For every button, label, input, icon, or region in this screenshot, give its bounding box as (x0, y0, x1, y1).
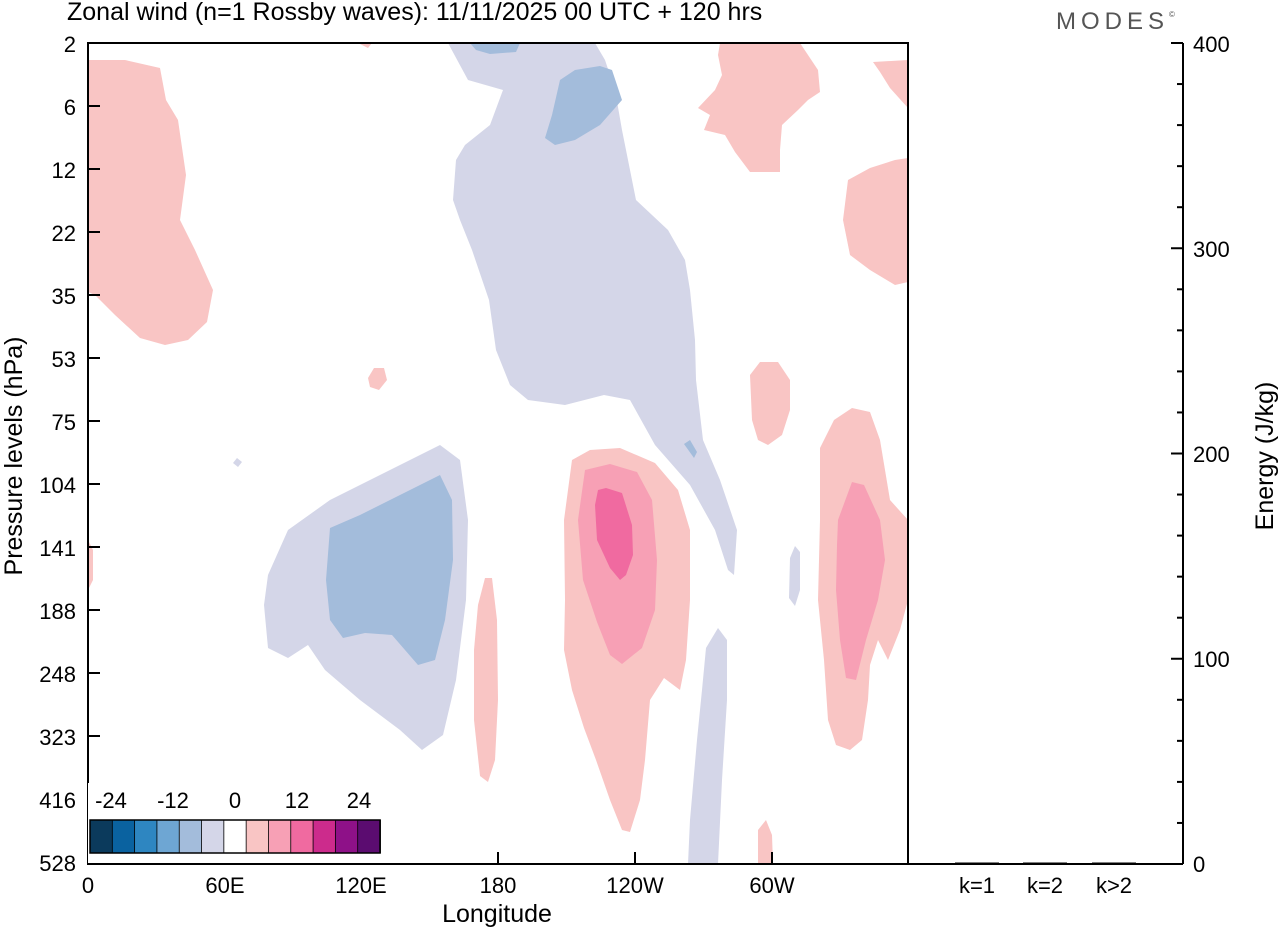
energy-panel: 0 100 200 300 400 Energy (J/kg) k=1 k=2 … (907, 32, 1279, 898)
y-tick-label: 528 (39, 851, 76, 876)
colorbar: -24 -12 0 12 24 (88, 783, 382, 863)
contour-positive-level1 (698, 43, 820, 172)
colorbar-label: -24 (95, 788, 127, 813)
logo-text: MODES (1056, 8, 1170, 35)
colorbar-swatch (134, 819, 158, 854)
contour-positive-level1 (88, 540, 93, 590)
contour-negative-level2 (470, 43, 520, 54)
logo-mark: © (1169, 10, 1175, 19)
colorbar-swatch (201, 819, 225, 854)
chart-title: Zonal wind (n=1 Rossby waves): 11/11/202… (67, 0, 763, 26)
contour-negative-level2 (684, 440, 697, 458)
energy-bar-k=2 (1023, 862, 1067, 864)
contour-field (88, 43, 908, 864)
category-label-kgt2: k>2 (1096, 873, 1132, 898)
energy-axis-label: Energy (J/kg) (1251, 382, 1279, 531)
y-tick-label: 323 (39, 725, 76, 750)
colorbar-swatch (268, 819, 292, 854)
contour-positive-level2 (836, 482, 885, 680)
y-tick-label: 22 (52, 221, 76, 246)
colorbar-swatch (111, 819, 136, 854)
contour-negative-level2 (326, 475, 453, 665)
energy-tick-label: 200 (1193, 442, 1230, 467)
colorbar-label: -12 (157, 788, 189, 813)
y-tick-label: 248 (39, 662, 76, 687)
energy-tick-marks (1171, 42, 1183, 865)
y-tick-label: 2 (64, 32, 76, 57)
y-axis-label: Pressure levels (hPa) (0, 337, 28, 576)
energy-axis-labels: 0 100 200 300 400 (1193, 32, 1230, 877)
energy-bars (955, 862, 1136, 864)
colorbar-swatch (223, 819, 248, 854)
energy-tick-label: 400 (1193, 32, 1230, 57)
contour-negative-level1 (789, 546, 800, 606)
colorbar-swatches (89, 819, 381, 854)
colorbar-swatch (178, 819, 203, 854)
x-tick-label: 60W (749, 873, 794, 898)
colorbar-label: 24 (347, 788, 371, 813)
energy-category-labels: k=1 k=2 k>2 (959, 873, 1132, 898)
longitude-axis: 0 60E 120E 180 120W 60W (82, 873, 795, 898)
contour-positive-level1 (88, 60, 213, 345)
contour-positive-level1 (758, 820, 773, 864)
colorbar-labels: -24 -12 0 12 24 (95, 788, 371, 813)
colorbar-swatch (357, 819, 381, 854)
contour-positive-level1 (750, 362, 790, 445)
x-tick-label: 60E (205, 873, 244, 898)
colorbar-swatch (89, 819, 114, 854)
energy-tick-label: 100 (1193, 647, 1230, 672)
category-label-k1: k=1 (959, 873, 995, 898)
contour-negative-level2 (545, 66, 622, 145)
energy-tick-label: 0 (1193, 852, 1205, 877)
contour-negative-level1 (448, 43, 737, 575)
contour-positive-level1 (358, 43, 372, 48)
contour-positive-level1 (474, 578, 498, 782)
colorbar-label: 12 (285, 788, 309, 813)
x-axis-label: Longitude (442, 900, 552, 928)
colorbar-swatch (334, 819, 359, 854)
x-tick-label: 0 (82, 873, 94, 898)
colorbar-label: 0 (229, 788, 241, 813)
y-tick-label: 12 (52, 158, 76, 183)
x-tick-label: 120E (335, 873, 386, 898)
y-tick-label: 416 (39, 788, 76, 813)
colorbar-frame (89, 819, 381, 854)
y-tick-label: 6 (64, 95, 76, 120)
colorbar-swatch (312, 819, 337, 854)
contour-positive-level1 (873, 60, 908, 108)
y-tick-label: 75 (52, 410, 76, 435)
energy-bar-k>2 (1092, 862, 1136, 864)
y-tick-label: 35 (52, 284, 76, 309)
modes-logo: MODES© (1056, 8, 1175, 36)
x-tick-label: 180 (480, 873, 517, 898)
y-tick-marks (88, 105, 100, 800)
colorbar-swatch (290, 819, 314, 854)
contour-negative-level1 (233, 458, 242, 467)
category-label-k2: k=2 (1027, 873, 1063, 898)
contour-positive-level1 (368, 368, 387, 390)
x-tick-label: 120W (606, 873, 664, 898)
contour-positive-level3 (595, 488, 633, 580)
pressure-axis: 2 6 12 22 35 53 75 104 141 188 248 323 4… (39, 32, 76, 876)
y-tick-label: 141 (39, 536, 76, 561)
colorbar-swatch (156, 819, 181, 854)
y-tick-label: 188 (39, 599, 76, 624)
contour-negative-level1 (688, 628, 727, 864)
colorbar-swatch (245, 819, 270, 854)
contour-positive-level1 (843, 158, 908, 285)
y-tick-label: 104 (39, 473, 76, 498)
energy-bar-k=1 (955, 862, 999, 864)
y-tick-label: 53 (52, 347, 76, 372)
energy-tick-label: 300 (1193, 237, 1230, 262)
